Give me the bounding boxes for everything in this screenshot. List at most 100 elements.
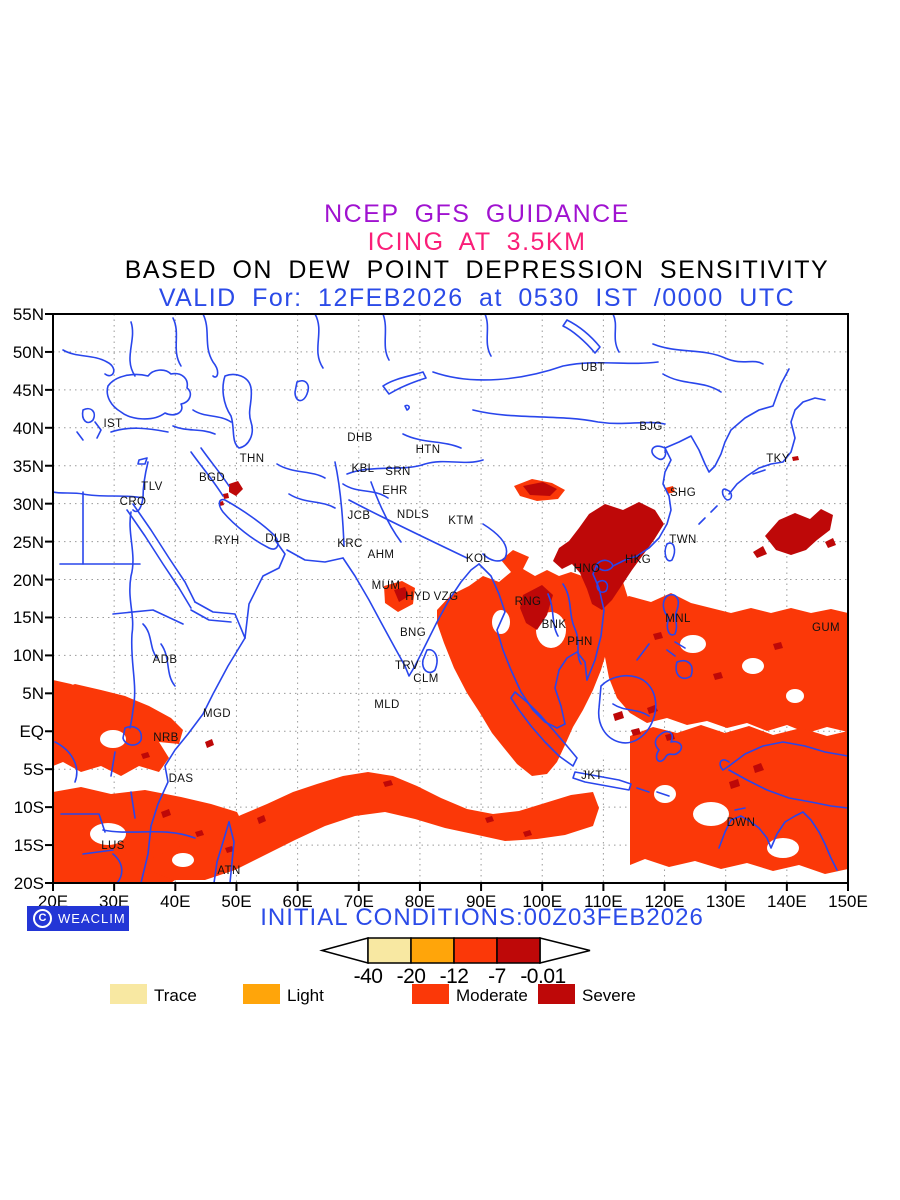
colorbar-left-arrow xyxy=(319,937,369,964)
lon-label-90E: 90E xyxy=(465,892,497,911)
logo-text: WEACLIM xyxy=(58,911,126,926)
station-label-HNO: HNO xyxy=(573,563,601,575)
station-label-BJG: BJG xyxy=(639,421,663,433)
title-valid-time: VALID For: 12FEB2026 at 0530 IST /0000 U… xyxy=(158,284,796,312)
station-label-TRV: TRV xyxy=(395,660,419,672)
lat-label-15S: 15S xyxy=(13,836,44,856)
coastlines xyxy=(53,314,848,883)
colorbar xyxy=(319,937,591,964)
station-label-EHR: EHR xyxy=(382,485,408,497)
station-label-THN: THN xyxy=(239,453,265,465)
lon-label-60E: 60E xyxy=(282,892,313,911)
legend-label-severe: Severe xyxy=(582,986,636,1005)
station-label-SRN: SRN xyxy=(385,466,411,478)
lon-label-140E: 140E xyxy=(766,892,807,911)
station-label-KRC: KRC xyxy=(337,538,363,550)
station-label-IST: IST xyxy=(103,418,123,430)
map-frame xyxy=(52,313,849,884)
station-label-BNG: BNG xyxy=(399,627,427,639)
lat-label-25N: 25N xyxy=(12,532,44,552)
lat-label-EQ: EQ xyxy=(19,722,44,742)
initial-conditions-text: INITIAL CONDITIONS:00Z03FEB2026 xyxy=(260,904,704,931)
lon-label-130E: 130E xyxy=(705,892,746,911)
lat-label-5N: 5N xyxy=(22,684,44,704)
lon-label-80E: 80E xyxy=(404,892,436,911)
station-label-HYD: HYD xyxy=(405,591,431,603)
station-label-KTM: KTM xyxy=(448,515,474,527)
station-label-BNK: BNK xyxy=(541,619,567,631)
moderate-icing-areas xyxy=(53,479,848,883)
colorbar-value--0.01: -0.01 xyxy=(520,965,566,988)
title-product: ICING AT 3.5KM xyxy=(367,228,587,256)
colorbar-cells xyxy=(367,937,541,964)
station-label-RYH: RYH xyxy=(214,535,240,547)
lat-label-20S: 20S xyxy=(13,874,44,893)
station-label-MNL: MNL xyxy=(665,613,691,625)
lat-label-10S: 10S xyxy=(13,798,44,818)
legend-swatch-trace xyxy=(110,984,147,1004)
lon-label-120E: 120E xyxy=(644,892,685,911)
weaclim-logo: C WEACLIM xyxy=(27,906,129,931)
lon-label-110E: 110E xyxy=(584,892,623,911)
station-label-SHG: SHG xyxy=(669,487,697,499)
colorbar-value--12: -12 xyxy=(439,965,469,988)
legend-swatch-severe xyxy=(538,984,575,1004)
colorbar-value--20: -20 xyxy=(396,965,426,988)
lat-label-10N: 10N xyxy=(12,646,44,666)
station-label-NDLS: NDLS xyxy=(396,509,430,521)
station-label-UBT: UBT xyxy=(580,362,606,374)
lat-label-20N: 20N xyxy=(12,570,44,590)
lon-label-100E: 100E xyxy=(522,892,563,911)
lon-label-150E: 150E xyxy=(828,892,868,911)
title-method: BASED ON DEW POINT DEPRESSION SENSITIVIT… xyxy=(124,256,830,284)
station-label-PHN: PHN xyxy=(567,636,593,648)
severe-icing-areas xyxy=(141,456,836,853)
station-label-MLD: MLD xyxy=(374,699,400,711)
station-label-TLV: TLV xyxy=(141,481,163,493)
title-model: NCEP GFS GUIDANCE xyxy=(324,200,630,228)
station-label-CRO: CRO xyxy=(119,496,147,508)
station-label-RNG: RNG xyxy=(514,596,542,608)
station-label-DUB: DUB xyxy=(265,533,291,545)
station-label-MUM: MUM xyxy=(371,580,401,592)
station-label-TWN: TWN xyxy=(669,534,697,546)
lat-label-55N: 55N xyxy=(12,305,44,324)
station-label-HKG: HKG xyxy=(624,554,652,566)
lat-label-35N: 35N xyxy=(12,456,44,476)
axis-tick-marks xyxy=(45,313,849,891)
legend-label-trace: Trace xyxy=(154,986,197,1005)
station-label-NRB: NRB xyxy=(153,732,179,744)
station-label-DAS: DAS xyxy=(168,773,194,785)
station-label-GUM: GUM xyxy=(811,622,841,634)
lat-label-45N: 45N xyxy=(12,380,44,400)
colorbar-cell-0 xyxy=(367,937,412,964)
station-label-CLM: CLM xyxy=(413,673,439,685)
legend-label-light: Light xyxy=(287,986,324,1005)
lon-label-50E: 50E xyxy=(221,892,252,911)
lat-label-15N: 15N xyxy=(12,608,44,628)
lon-label-70E: 70E xyxy=(343,892,374,911)
station-label-HTN: HTN xyxy=(415,444,441,456)
station-label-TKY: TKY xyxy=(766,453,790,465)
colorbar-right-arrow xyxy=(539,937,591,964)
station-label-JKT: JKT xyxy=(581,770,603,782)
legend-label-moderate: Moderate xyxy=(456,986,528,1005)
station-label-BGD: BGD xyxy=(198,472,226,484)
station-label-JCB: JCB xyxy=(347,510,371,522)
lat-label-30N: 30N xyxy=(12,494,44,514)
station-label-KBL: KBL xyxy=(351,463,375,475)
station-label-VZG: VZG xyxy=(433,591,459,603)
station-label-LUS: LUS xyxy=(101,840,125,852)
colorbar-value--40: -40 xyxy=(353,965,383,988)
legend-swatch-light xyxy=(243,984,280,1004)
colorbar-cell-2 xyxy=(453,937,498,964)
colorbar-value--7: -7 xyxy=(488,965,506,988)
lat-label-5S: 5S xyxy=(23,760,44,780)
station-label-MGD: MGD xyxy=(202,708,232,720)
station-label-ADB: ADB xyxy=(152,654,178,666)
colorbar-cell-3 xyxy=(496,937,541,964)
station-label-DWN: DWN xyxy=(726,817,756,829)
lat-label-40N: 40N xyxy=(12,418,44,438)
